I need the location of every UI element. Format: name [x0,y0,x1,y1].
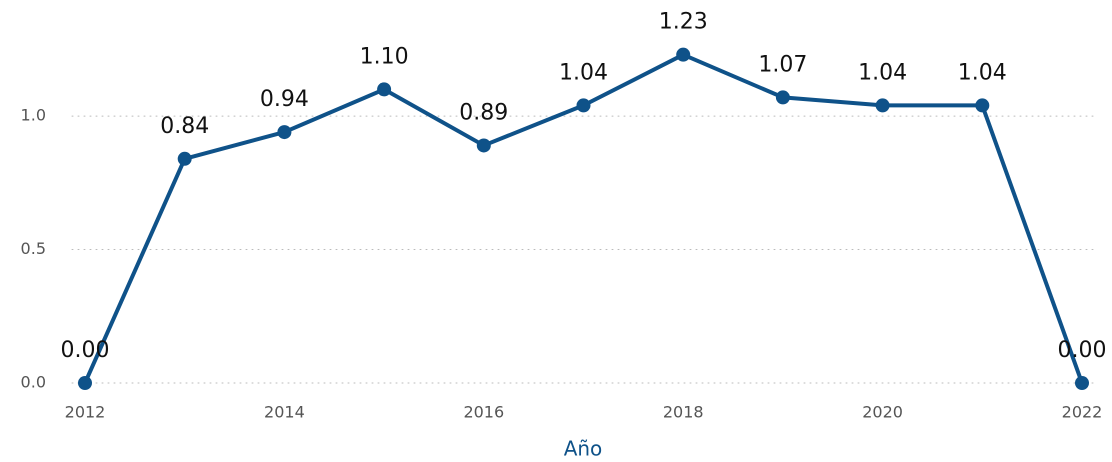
point [78,376,92,390]
point [476,138,491,153]
x-tick-label: 2022 [1062,403,1103,422]
point [775,90,790,105]
x-tick-label: 2012 [65,403,106,422]
point [676,47,691,62]
point [576,98,591,113]
y-tick-label: 1.0 [21,106,46,125]
data-label: 1.04 [958,60,1007,85]
point [177,151,192,166]
x-tick-label: 2014 [264,403,305,422]
data-label: 0.89 [459,100,508,125]
x-axis-label: Año [564,437,603,461]
x-tick-label: 2020 [862,403,903,422]
data-label: 0.00 [1058,338,1107,363]
y-tick-label: 0.0 [21,373,46,392]
data-label: 1.10 [360,44,409,69]
data-label: 0.00 [61,338,110,363]
x-tick-label: 2018 [663,403,704,422]
data-label: 1.23 [659,10,708,35]
data-label: 1.07 [758,52,807,77]
data-label: 1.04 [858,60,907,85]
data-label: 1.04 [559,60,608,85]
point [377,82,392,97]
data-label: 0.84 [160,114,209,139]
point [277,125,292,140]
point [975,98,990,113]
point [1075,376,1089,390]
point [875,98,890,113]
x-tick-label: 2016 [463,403,504,422]
y-tick-label: 0.5 [21,239,46,258]
data-label: 0.94 [260,87,309,112]
